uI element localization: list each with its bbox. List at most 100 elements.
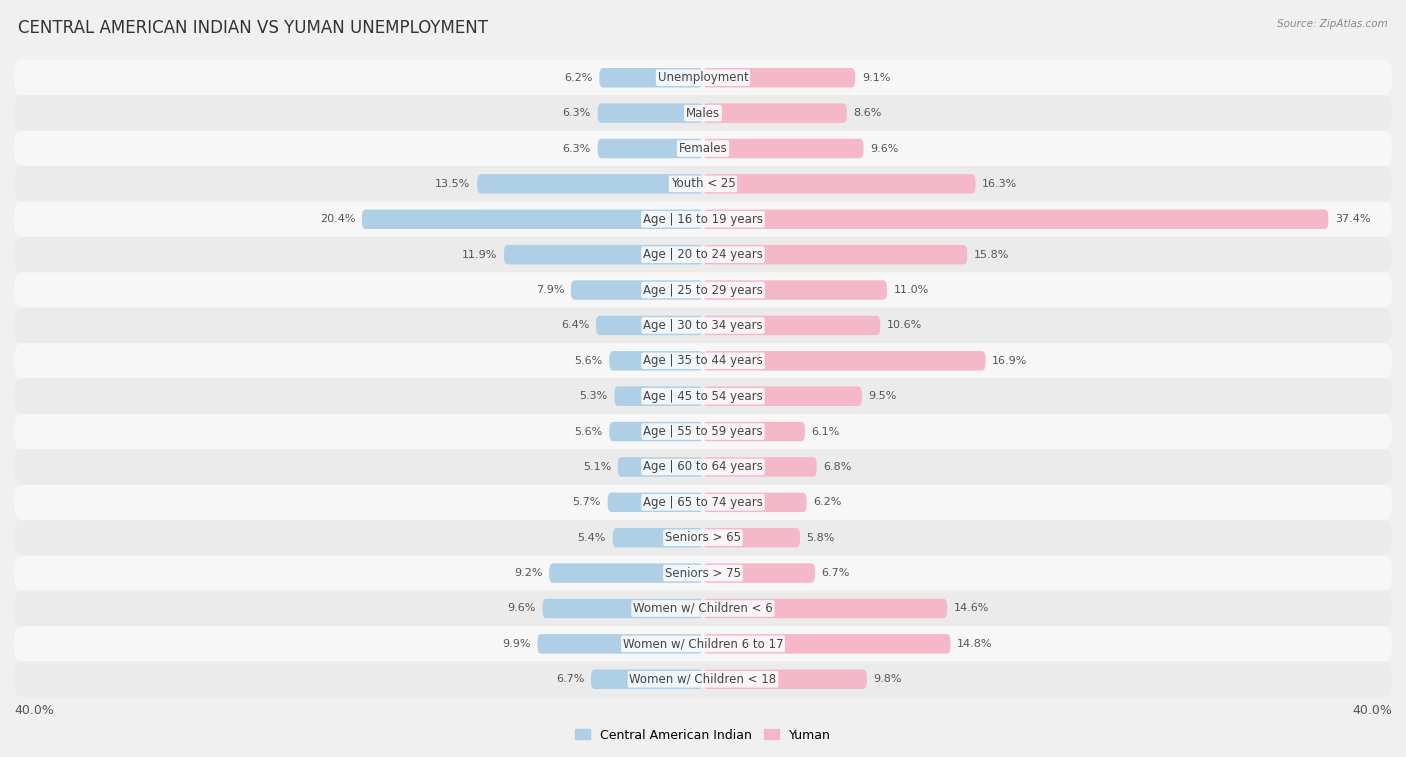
Text: Women w/ Children < 18: Women w/ Children < 18 <box>630 673 776 686</box>
Text: Age | 20 to 24 years: Age | 20 to 24 years <box>643 248 763 261</box>
FancyBboxPatch shape <box>14 343 1392 378</box>
Text: 7.9%: 7.9% <box>536 285 564 295</box>
FancyBboxPatch shape <box>613 528 703 547</box>
FancyBboxPatch shape <box>703 210 1329 229</box>
Text: 6.4%: 6.4% <box>561 320 589 330</box>
Text: Women w/ Children 6 to 17: Women w/ Children 6 to 17 <box>623 637 783 650</box>
FancyBboxPatch shape <box>14 308 1392 343</box>
Text: 16.3%: 16.3% <box>983 179 1018 189</box>
Text: 5.8%: 5.8% <box>807 533 835 543</box>
Text: Age | 16 to 19 years: Age | 16 to 19 years <box>643 213 763 226</box>
Text: Males: Males <box>686 107 720 120</box>
FancyBboxPatch shape <box>609 422 703 441</box>
Text: 5.6%: 5.6% <box>575 356 603 366</box>
Text: 10.6%: 10.6% <box>887 320 922 330</box>
Text: 9.8%: 9.8% <box>873 674 903 684</box>
FancyBboxPatch shape <box>14 378 1392 414</box>
FancyBboxPatch shape <box>703 457 817 477</box>
Text: 14.8%: 14.8% <box>957 639 993 649</box>
Text: 20.4%: 20.4% <box>319 214 356 224</box>
Text: 6.7%: 6.7% <box>821 568 851 578</box>
FancyBboxPatch shape <box>703 139 863 158</box>
Text: 5.6%: 5.6% <box>575 427 603 437</box>
Text: 15.8%: 15.8% <box>974 250 1010 260</box>
FancyBboxPatch shape <box>14 273 1392 308</box>
FancyBboxPatch shape <box>537 634 703 653</box>
Text: 6.1%: 6.1% <box>811 427 839 437</box>
FancyBboxPatch shape <box>598 104 703 123</box>
FancyBboxPatch shape <box>14 626 1392 662</box>
Text: 9.6%: 9.6% <box>870 144 898 154</box>
FancyBboxPatch shape <box>703 174 976 194</box>
Text: 6.8%: 6.8% <box>824 462 852 472</box>
Text: 9.1%: 9.1% <box>862 73 890 83</box>
Text: Youth < 25: Youth < 25 <box>671 177 735 191</box>
FancyBboxPatch shape <box>543 599 703 618</box>
Text: 6.3%: 6.3% <box>562 108 591 118</box>
Text: Age | 45 to 54 years: Age | 45 to 54 years <box>643 390 763 403</box>
Text: 5.3%: 5.3% <box>579 391 607 401</box>
Text: Age | 35 to 44 years: Age | 35 to 44 years <box>643 354 763 367</box>
Text: Age | 55 to 59 years: Age | 55 to 59 years <box>643 425 763 438</box>
FancyBboxPatch shape <box>14 167 1392 201</box>
Text: 6.2%: 6.2% <box>564 73 593 83</box>
FancyBboxPatch shape <box>703 280 887 300</box>
FancyBboxPatch shape <box>14 237 1392 273</box>
Text: 6.2%: 6.2% <box>813 497 842 507</box>
FancyBboxPatch shape <box>14 662 1392 697</box>
FancyBboxPatch shape <box>361 210 703 229</box>
FancyBboxPatch shape <box>703 634 950 653</box>
FancyBboxPatch shape <box>14 201 1392 237</box>
Text: Females: Females <box>679 142 727 155</box>
FancyBboxPatch shape <box>477 174 703 194</box>
FancyBboxPatch shape <box>14 60 1392 95</box>
Text: Seniors > 65: Seniors > 65 <box>665 531 741 544</box>
FancyBboxPatch shape <box>14 414 1392 449</box>
Text: 9.6%: 9.6% <box>508 603 536 613</box>
FancyBboxPatch shape <box>609 351 703 370</box>
Text: 5.4%: 5.4% <box>578 533 606 543</box>
Text: 37.4%: 37.4% <box>1336 214 1371 224</box>
Text: 11.0%: 11.0% <box>894 285 929 295</box>
FancyBboxPatch shape <box>703 68 855 88</box>
Text: 6.7%: 6.7% <box>555 674 585 684</box>
FancyBboxPatch shape <box>14 520 1392 556</box>
Text: Age | 65 to 74 years: Age | 65 to 74 years <box>643 496 763 509</box>
FancyBboxPatch shape <box>703 245 967 264</box>
Text: 9.9%: 9.9% <box>502 639 531 649</box>
Text: Age | 60 to 64 years: Age | 60 to 64 years <box>643 460 763 473</box>
FancyBboxPatch shape <box>614 387 703 406</box>
Text: 9.5%: 9.5% <box>869 391 897 401</box>
FancyBboxPatch shape <box>14 449 1392 484</box>
FancyBboxPatch shape <box>607 493 703 512</box>
FancyBboxPatch shape <box>617 457 703 477</box>
FancyBboxPatch shape <box>703 563 815 583</box>
FancyBboxPatch shape <box>598 139 703 158</box>
Text: 6.3%: 6.3% <box>562 144 591 154</box>
FancyBboxPatch shape <box>14 590 1392 626</box>
FancyBboxPatch shape <box>599 68 703 88</box>
Text: Age | 25 to 29 years: Age | 25 to 29 years <box>643 284 763 297</box>
Text: 11.9%: 11.9% <box>463 250 498 260</box>
Text: CENTRAL AMERICAN INDIAN VS YUMAN UNEMPLOYMENT: CENTRAL AMERICAN INDIAN VS YUMAN UNEMPLO… <box>18 19 488 37</box>
Text: 16.9%: 16.9% <box>993 356 1028 366</box>
FancyBboxPatch shape <box>703 387 862 406</box>
Text: 13.5%: 13.5% <box>436 179 471 189</box>
FancyBboxPatch shape <box>591 669 703 689</box>
FancyBboxPatch shape <box>703 351 986 370</box>
FancyBboxPatch shape <box>703 599 948 618</box>
Text: Seniors > 75: Seniors > 75 <box>665 566 741 580</box>
Text: Women w/ Children < 6: Women w/ Children < 6 <box>633 602 773 615</box>
FancyBboxPatch shape <box>550 563 703 583</box>
FancyBboxPatch shape <box>703 493 807 512</box>
FancyBboxPatch shape <box>703 104 846 123</box>
FancyBboxPatch shape <box>703 669 868 689</box>
Text: Age | 30 to 34 years: Age | 30 to 34 years <box>643 319 763 332</box>
FancyBboxPatch shape <box>14 556 1392 590</box>
FancyBboxPatch shape <box>703 316 880 335</box>
FancyBboxPatch shape <box>571 280 703 300</box>
FancyBboxPatch shape <box>703 422 806 441</box>
Text: 40.0%: 40.0% <box>1353 704 1392 717</box>
FancyBboxPatch shape <box>14 95 1392 131</box>
Text: Unemployment: Unemployment <box>658 71 748 84</box>
